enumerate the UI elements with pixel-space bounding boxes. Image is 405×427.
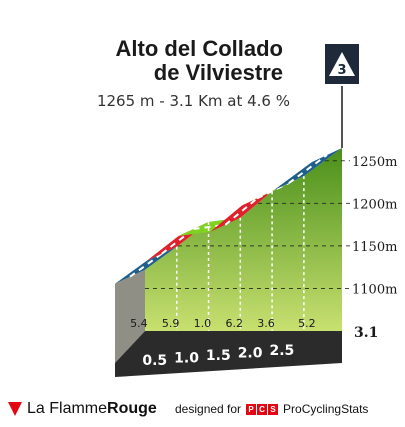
- distance-base-bar: [115, 331, 342, 377]
- x-tick-label: 1.5: [206, 348, 231, 364]
- summit-marker: 3: [325, 44, 359, 148]
- flame-triangle-icon: [8, 402, 22, 416]
- x-tick-label: 2.5: [269, 343, 294, 359]
- segment-gradient-label: 3.6: [257, 317, 275, 330]
- brand-name-part2: Rouge: [107, 400, 157, 417]
- x-tick-label: 1.0: [174, 351, 199, 367]
- x-tick-label: 2.0: [238, 346, 263, 362]
- chart-labels: 5.4 5.9 1.0 6.2 3.6 5.2 0.5 1.0 1.5 2.0 2.5 3.1 1100…: [130, 155, 397, 369]
- category-number: 3: [337, 63, 346, 78]
- distance-base: [115, 331, 342, 377]
- la-flamme-rouge-logo[interactable]: La Flamme Rouge: [8, 400, 157, 418]
- segment-gradient-label: 1.0: [194, 317, 212, 330]
- credit-name: ProCyclingStats: [283, 402, 369, 416]
- profile-area: [145, 148, 342, 331]
- side-wall: [115, 269, 145, 363]
- end-distance-label: 3.1: [354, 325, 378, 341]
- credit-prefix: designed for: [175, 402, 242, 416]
- segment-centerline-5: [256, 182, 290, 200]
- segment-gradient-label: 5.9: [162, 317, 180, 330]
- category-triangle-icon: [329, 52, 355, 76]
- segment-gradient-label: 6.2: [225, 317, 243, 330]
- climb-stats: 1265 m - 3.1 Km at 4.6 %: [96, 92, 290, 110]
- y-tick-label: 1200m: [352, 197, 397, 212]
- segment-surface-4: [210, 191, 273, 232]
- pcs-logo-p: P: [246, 403, 257, 415]
- segment-surface-1: [115, 246, 177, 284]
- climb-title-line2: de Vilviestre: [153, 60, 283, 85]
- segment-gradient-label: 5.2: [298, 317, 316, 330]
- profile-side-wall: [115, 269, 145, 363]
- y-tick-label: 1250m: [352, 155, 397, 170]
- segment-centerline-6: [288, 154, 328, 184]
- segment-centerline-4: [224, 197, 258, 226]
- x-tick-label: 0.5: [142, 353, 167, 369]
- profile-top-surface: [115, 148, 342, 284]
- profile-fill: [145, 148, 350, 331]
- y-tick-label: 1100m: [352, 282, 397, 297]
- segment-gradient-label: 5.4: [130, 317, 148, 330]
- km-droplines: [176, 176, 305, 331]
- climb-title-line1: Alto del Collado: [115, 36, 283, 61]
- pcs-logo-s: S: [268, 403, 279, 415]
- pcs-logo-c: C: [257, 403, 268, 415]
- y-tick-label: 1150m: [352, 240, 397, 255]
- brand-name-part1: La Flamme: [27, 400, 108, 417]
